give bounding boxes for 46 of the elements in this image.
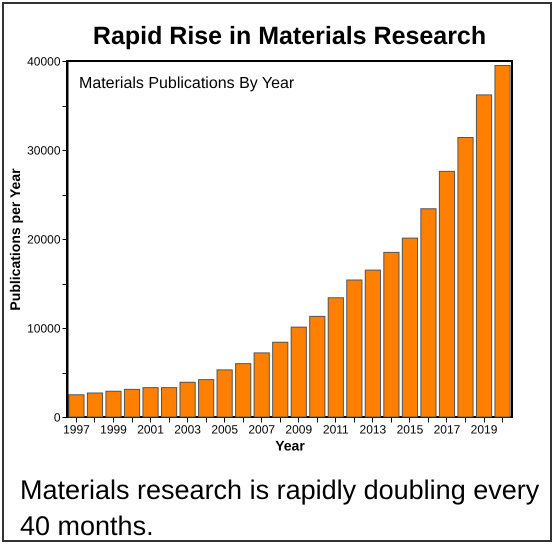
bar xyxy=(383,252,400,418)
x-axis-title: Year xyxy=(275,438,306,454)
bar xyxy=(142,387,159,418)
bar xyxy=(402,238,418,418)
bar xyxy=(290,326,307,418)
bar xyxy=(160,387,178,418)
chart-title: Rapid Rise in Materials Research xyxy=(92,22,486,50)
y-tick-label: 20000 xyxy=(27,232,61,246)
bar xyxy=(494,64,511,418)
x-tick-label: 2007 xyxy=(248,422,276,436)
annotation: Materials Publications By Year xyxy=(79,75,295,92)
bar xyxy=(68,394,85,418)
bar xyxy=(105,390,122,418)
x-tick-label: 2005 xyxy=(211,422,238,436)
bar xyxy=(180,382,196,418)
bar xyxy=(346,279,362,418)
bar xyxy=(438,170,456,418)
x-tick-label: 2009 xyxy=(285,422,312,436)
y-axis-title: Publications per Year xyxy=(7,168,24,311)
bar xyxy=(198,379,214,418)
x-tick-label: 2013 xyxy=(360,422,387,436)
bar xyxy=(309,316,326,418)
y-tick-label: 0 xyxy=(54,410,61,424)
x-tick-label: 2003 xyxy=(174,422,202,436)
y-tick-label: 10000 xyxy=(27,322,61,336)
x-tick-label: 1999 xyxy=(100,422,128,436)
x-tick-label: 2019 xyxy=(470,422,498,436)
bar xyxy=(272,342,288,418)
bar xyxy=(420,208,437,418)
bar xyxy=(235,363,252,418)
x-tick-label: 2011 xyxy=(322,422,350,436)
bar xyxy=(254,352,270,418)
x-tick-label: 2015 xyxy=(396,422,424,436)
y-tick-label: 40000 xyxy=(27,54,61,68)
bar xyxy=(328,297,344,418)
bar xyxy=(124,388,140,418)
bar xyxy=(364,270,381,418)
y-tick-label: 30000 xyxy=(27,144,61,158)
text: Materials research is rapidly doubling every 40 months. xyxy=(20,474,540,543)
bar xyxy=(476,94,492,418)
bar xyxy=(86,392,104,418)
x-tick-label: 2017 xyxy=(434,422,461,436)
bar xyxy=(216,369,233,418)
x-tick-label: 1997 xyxy=(63,422,90,436)
bar xyxy=(457,137,474,418)
x-tick-label: 2001 xyxy=(137,422,164,436)
